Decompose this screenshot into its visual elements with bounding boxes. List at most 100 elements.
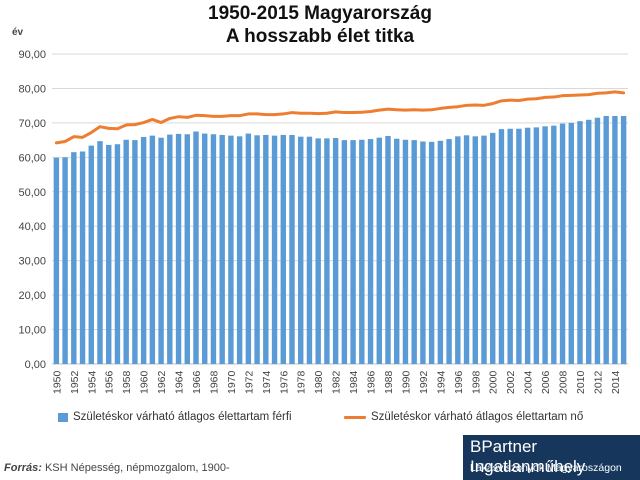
bar xyxy=(603,116,609,364)
chart-title-line1: 1950-2015 Magyarország xyxy=(208,3,432,24)
x-tick-label: 2012 xyxy=(592,370,604,394)
x-tick-label: 2014 xyxy=(610,370,622,394)
bar xyxy=(577,121,583,365)
bar xyxy=(367,139,374,364)
grid-lines xyxy=(52,53,628,365)
y-tick-label: 80,00 xyxy=(18,83,46,95)
brand-tagline: Lakásviszonyok Magyaroszágon xyxy=(470,462,622,474)
bar xyxy=(140,137,147,364)
bar xyxy=(586,119,592,365)
bar xyxy=(341,140,348,364)
x-tick-label: 1974 xyxy=(261,370,273,394)
bar xyxy=(551,125,557,365)
bar xyxy=(411,140,417,364)
legend-label-female: Születéskor várható átlagos élettartam n… xyxy=(371,411,584,423)
bar-series xyxy=(53,116,627,365)
x-tick-label: 1954 xyxy=(86,370,98,394)
bar xyxy=(202,133,208,364)
x-tick-label: 2010 xyxy=(575,370,587,394)
y-tick-label: 40,00 xyxy=(18,221,46,233)
bar xyxy=(350,140,356,364)
bar xyxy=(167,134,173,364)
y-axis-label: év xyxy=(12,27,24,38)
bar xyxy=(516,128,522,364)
bar xyxy=(245,133,252,364)
y-tick-label: 50,00 xyxy=(18,187,46,199)
x-tick-label: 1966 xyxy=(191,370,203,394)
bar xyxy=(79,151,86,364)
x-tick-label: 1960 xyxy=(139,370,151,394)
bar xyxy=(612,116,618,364)
bar xyxy=(559,123,566,364)
x-tick-label: 2004 xyxy=(523,370,535,394)
bar xyxy=(542,126,548,364)
bar xyxy=(149,135,156,364)
x-tick-label: 1994 xyxy=(435,370,447,394)
bar xyxy=(533,127,540,364)
x-tick-label: 1962 xyxy=(156,370,168,394)
x-tick-label: 2006 xyxy=(540,370,552,394)
legend-bar-swatch xyxy=(58,412,68,422)
bar xyxy=(53,157,60,364)
bar xyxy=(106,144,112,364)
bar xyxy=(254,135,260,364)
x-tick-label: 2008 xyxy=(558,370,570,394)
x-tick-label: 1998 xyxy=(470,370,482,394)
y-tick-label: 60,00 xyxy=(18,152,46,164)
bar xyxy=(280,134,286,364)
bar xyxy=(402,139,409,364)
brand-logo xyxy=(463,435,640,480)
bar xyxy=(332,138,339,364)
bar xyxy=(490,132,496,364)
bar xyxy=(437,140,444,364)
bar xyxy=(271,135,278,364)
brand-name: BPartner Ingatlanműhely xyxy=(470,437,586,476)
bar xyxy=(568,122,574,364)
x-tick-label: 1996 xyxy=(453,370,465,394)
source-label: Forrás: xyxy=(4,462,42,474)
bar xyxy=(219,134,225,364)
x-tick-label: 1986 xyxy=(366,370,378,394)
x-tick-label: 1980 xyxy=(313,370,325,394)
y-tick-label: 90,00 xyxy=(18,49,46,61)
y-axis-ticks: 0,00 10,00 20,00 30,00 40,00 50,00 60,00 70,00 8… xyxy=(18,49,46,371)
bar xyxy=(158,137,164,364)
bar xyxy=(428,141,435,364)
x-tick-label: 1950 xyxy=(51,370,63,394)
bar xyxy=(263,134,269,364)
bar xyxy=(289,134,295,364)
bar xyxy=(324,138,330,364)
x-tick-label: 1972 xyxy=(243,370,255,394)
x-tick-label: 1978 xyxy=(296,370,308,394)
bar xyxy=(359,139,365,364)
legend-item-male: Születéskor várható átlagos élettartam f… xyxy=(58,411,292,423)
x-tick-label: 2000 xyxy=(488,370,500,394)
bar xyxy=(97,141,103,364)
chart-title-line2: A hosszabb élet titka xyxy=(225,26,415,47)
x-tick-label: 1968 xyxy=(208,370,220,394)
y-tick-label: 30,00 xyxy=(18,256,46,268)
bar xyxy=(193,131,199,364)
bar xyxy=(88,145,94,364)
bar xyxy=(175,133,182,364)
bar xyxy=(236,136,243,364)
bar xyxy=(376,137,382,364)
source-text: KSH Népesség, népmozgalom, 1900- xyxy=(44,462,230,474)
bar xyxy=(481,135,487,364)
x-tick-label: 1964 xyxy=(174,370,186,394)
bar xyxy=(210,134,217,364)
bar xyxy=(306,136,313,364)
bar xyxy=(463,135,470,364)
bar xyxy=(228,135,234,364)
x-tick-label: 1958 xyxy=(121,370,133,394)
y-tick-label: 70,00 xyxy=(18,118,46,130)
bar xyxy=(594,117,601,364)
bar xyxy=(507,128,513,364)
bar xyxy=(620,116,627,364)
x-tick-label: 1970 xyxy=(226,370,238,394)
line-series xyxy=(54,90,626,145)
x-tick-label: 1992 xyxy=(418,370,430,394)
bar xyxy=(394,138,400,364)
bar xyxy=(114,144,121,364)
bar xyxy=(498,129,505,364)
